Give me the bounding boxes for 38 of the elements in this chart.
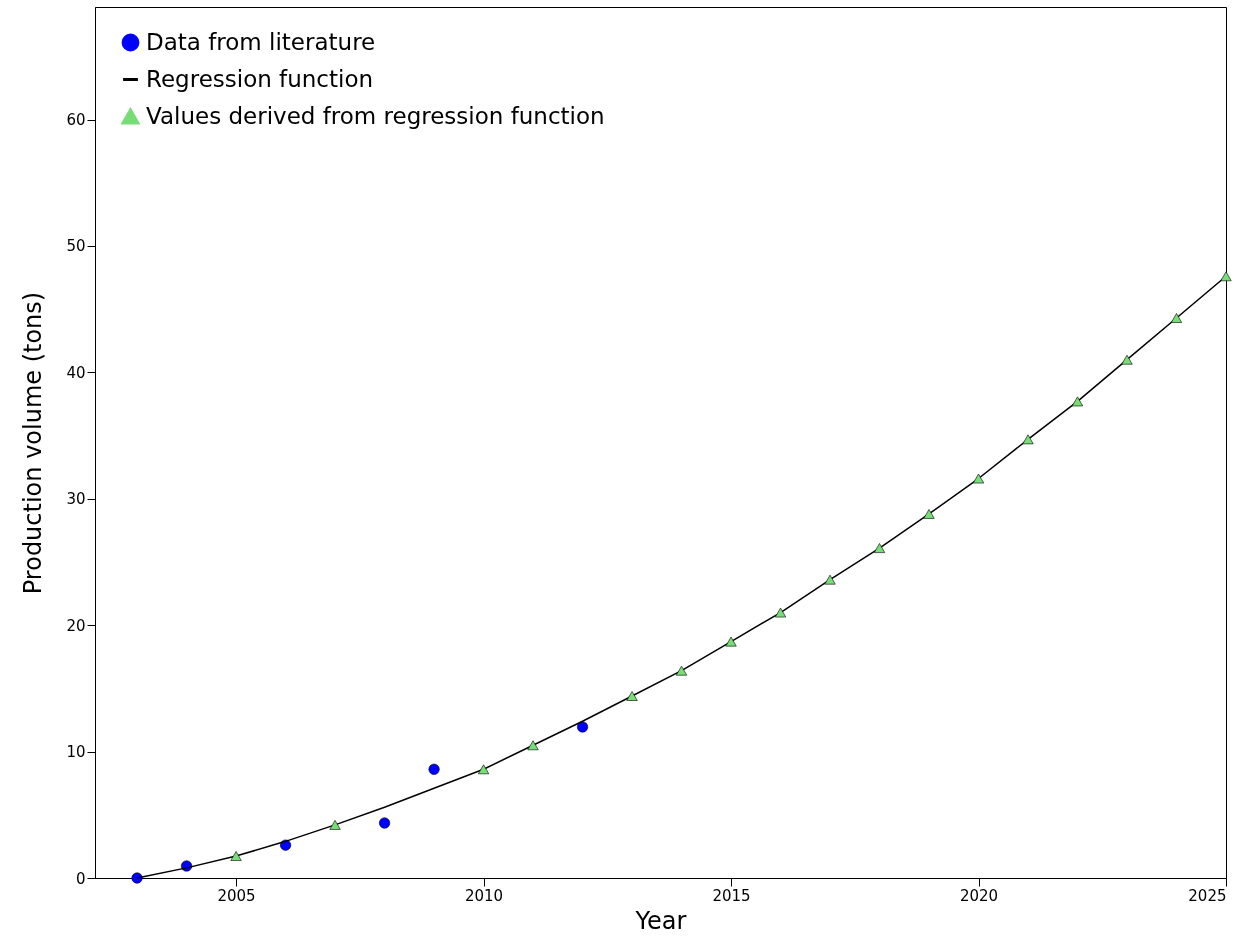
point (131, 872, 143, 884)
point (329, 820, 341, 830)
point (725, 636, 737, 647)
point (1220, 271, 1232, 282)
point (1170, 313, 1183, 323)
point (428, 763, 440, 775)
point (774, 607, 787, 618)
point (1121, 354, 1133, 365)
point (972, 473, 985, 484)
y-tick-label: 20 (66, 616, 86, 635)
y-tick-label: 0 (75, 869, 86, 888)
x-tick-label: 2015 (712, 886, 751, 905)
point (478, 764, 490, 775)
point (379, 817, 391, 829)
legend-label: Data from literature (146, 28, 376, 55)
y-tick-label: 40 (66, 363, 86, 382)
point (1022, 434, 1034, 445)
legend-label: Regression function (146, 65, 374, 92)
legend-label: Values derived from regression function (146, 102, 605, 129)
y-tick-label: 50 (66, 237, 86, 256)
y-tick-label: 60 (66, 111, 86, 130)
x-tick-label: 2005 (217, 886, 256, 905)
point (527, 740, 539, 751)
x-tick-label: 2025 (1188, 886, 1227, 905)
point (626, 691, 638, 701)
y-axis-title: Production volume (tons) (19, 291, 48, 595)
point (923, 509, 935, 519)
x-axis-title: Year (634, 906, 687, 935)
point (824, 574, 836, 585)
y-tick-label: 30 (66, 490, 86, 509)
point (1071, 396, 1084, 407)
point (577, 721, 589, 733)
point (873, 543, 886, 553)
x-tick-label: 2020 (959, 886, 999, 905)
point (230, 851, 242, 861)
point (675, 665, 688, 676)
x-tick-label: 2010 (464, 886, 504, 905)
y-tick-label: 10 (66, 743, 86, 762)
